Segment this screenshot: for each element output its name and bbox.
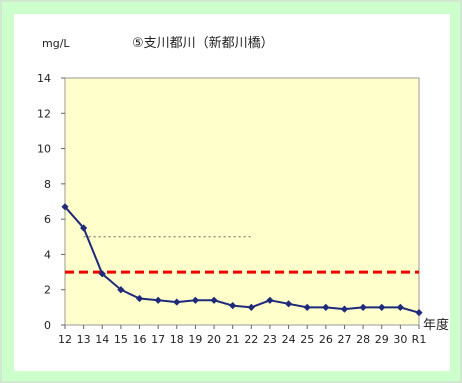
data-point (284, 300, 293, 308)
chart-panel: mg/L ⑤支川都川（新都川橋） 0 2 4 6 8 10 12 14 12 13 14 15 16 1… (14, 14, 450, 371)
data-point (191, 296, 200, 304)
data-point (415, 309, 423, 317)
x-tick-label: 19 (188, 333, 202, 346)
x-tick-label: 30 (393, 333, 407, 346)
x-tick-label: 18 (170, 333, 184, 346)
data-point (303, 303, 311, 311)
x-tick-label: 17 (151, 333, 165, 346)
x-tick-label: 12 (58, 333, 72, 346)
chart-title: ⑤支川都川（新都川橋） (132, 35, 274, 51)
x-tick-label: 24 (282, 333, 296, 346)
x-tick-label: 15 (114, 333, 128, 346)
y-tick-label: 2 (44, 284, 51, 297)
data-point (322, 303, 330, 311)
data-point (340, 305, 349, 313)
x-tick-label: 27 (337, 333, 351, 346)
y-axis-ticks: 0 2 4 6 8 10 12 14 (37, 72, 65, 332)
data-point (98, 270, 106, 278)
x-tick-label: 14 (95, 333, 109, 346)
x-tick-label: 21 (226, 333, 240, 346)
x-tick-label: 26 (319, 333, 333, 346)
data-point (396, 303, 404, 311)
data-point (117, 286, 125, 294)
data-point (80, 224, 88, 232)
y-tick-label: 8 (44, 178, 51, 191)
x-tick-label: 28 (356, 333, 370, 346)
x-tick-label: 29 (375, 333, 389, 346)
data-point (154, 296, 162, 304)
data-point (210, 296, 218, 304)
x-tick-label: 23 (263, 333, 277, 346)
reference-lines (65, 236, 419, 274)
x-axis-label: 年度 (423, 317, 449, 333)
x-tick-label: 20 (207, 333, 221, 346)
x-tick-label: 25 (300, 333, 314, 346)
data-point (378, 303, 386, 311)
x-tick-label: 13 (77, 333, 91, 346)
x-tick-label: R1 (412, 333, 427, 346)
y-tick-label: 12 (37, 107, 51, 120)
y-tick-label: 4 (44, 248, 51, 261)
y-tick-label: 14 (37, 72, 51, 85)
y-tick-label: 10 (37, 143, 51, 156)
x-tick-label: 16 (133, 333, 147, 346)
y-axis-unit-label: mg/L (42, 37, 70, 50)
data-point (135, 294, 144, 303)
plot-area (64, 77, 420, 326)
x-axis-ticks: 12 13 14 15 16 17 18 19 20 21 22 23 24 25 26 27 28 29 30 R1 (58, 325, 426, 346)
data-point (229, 301, 237, 310)
y-tick-label: 6 (44, 213, 51, 226)
data-point (247, 303, 255, 311)
data-point (266, 296, 274, 304)
data-point (359, 303, 367, 311)
series-markers (61, 203, 423, 317)
x-tick-label: 22 (244, 333, 258, 346)
y-tick-label: 0 (44, 319, 51, 332)
data-point (173, 298, 181, 306)
